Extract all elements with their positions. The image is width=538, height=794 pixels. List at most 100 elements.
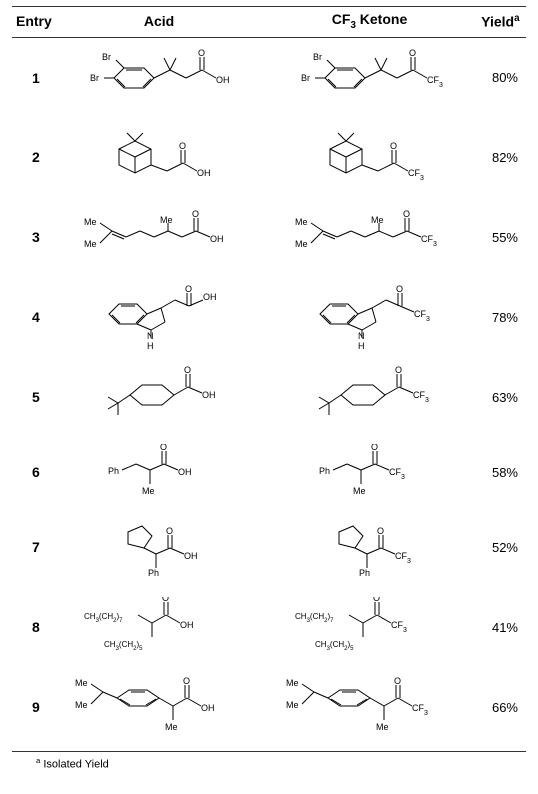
svg-text:O: O bbox=[162, 597, 169, 603]
svg-text:Br: Br bbox=[301, 73, 310, 83]
ketone-1: Br Br O CF3 bbox=[264, 37, 474, 117]
svg-text:OH: OH bbox=[201, 703, 215, 713]
acid-4: N H O OH bbox=[54, 277, 264, 357]
entry-7: 7 bbox=[12, 507, 54, 587]
svg-text:Me: Me bbox=[286, 700, 299, 710]
svg-text:CF3: CF3 bbox=[414, 309, 430, 323]
svg-text:O: O bbox=[394, 676, 401, 686]
entry-1: 1 bbox=[12, 37, 54, 117]
col-yield: Yielda bbox=[475, 7, 526, 38]
entry-3: 3 bbox=[12, 197, 54, 277]
svg-text:OH: OH bbox=[197, 168, 211, 178]
svg-text:O: O bbox=[371, 444, 378, 452]
svg-text:OH: OH bbox=[210, 234, 224, 244]
svg-text:Me: Me bbox=[84, 217, 97, 227]
svg-text:Me: Me bbox=[286, 678, 299, 688]
entry-9: 9 bbox=[12, 667, 54, 747]
svg-text:H: H bbox=[147, 341, 154, 351]
svg-text:H: H bbox=[358, 341, 365, 351]
svg-text:Br: Br bbox=[313, 52, 322, 62]
acid-8: CH3(CH2)7 CH3(CH2)5 O OH bbox=[54, 587, 264, 667]
svg-text:O: O bbox=[395, 365, 402, 375]
yield-4: 78% bbox=[475, 277, 526, 357]
svg-text:Me: Me bbox=[165, 722, 178, 732]
acid-1: Br Br O OH bbox=[54, 37, 264, 117]
yield-8: 41% bbox=[475, 587, 526, 667]
svg-text:OH: OH bbox=[180, 620, 194, 630]
svg-text:Me: Me bbox=[376, 722, 389, 732]
svg-text:CF3: CF3 bbox=[395, 551, 411, 565]
svg-text:CF3: CF3 bbox=[408, 168, 424, 182]
svg-text:O: O bbox=[192, 209, 199, 219]
svg-text:O: O bbox=[185, 284, 192, 294]
br-label: Br bbox=[90, 73, 99, 83]
entry-2: 2 bbox=[12, 117, 54, 197]
yield-2: 82% bbox=[475, 117, 526, 197]
acid-7: Ph O OH bbox=[54, 507, 264, 587]
svg-text:Me: Me bbox=[84, 239, 97, 249]
ketone-6: Ph Me O CF3 bbox=[264, 437, 474, 507]
col-yield-sup: a bbox=[514, 13, 519, 24]
svg-text:OH: OH bbox=[203, 292, 217, 302]
svg-text:O: O bbox=[166, 526, 173, 536]
entry-5: 5 bbox=[12, 357, 54, 437]
ketone-5: O CF3 bbox=[264, 357, 474, 437]
yield-9: 66% bbox=[475, 667, 526, 747]
footnote-text: Isolated Yield bbox=[40, 759, 109, 771]
svg-text:Me: Me bbox=[160, 215, 173, 225]
col-ketone-prefix: CF bbox=[332, 11, 351, 27]
footnote: a Isolated Yield bbox=[12, 751, 526, 771]
svg-text:N: N bbox=[147, 331, 154, 341]
svg-text:N: N bbox=[358, 331, 365, 341]
svg-text:CH3(CH2)7: CH3(CH2)7 bbox=[84, 612, 123, 624]
svg-text:CF3: CF3 bbox=[391, 620, 407, 634]
svg-text:O: O bbox=[390, 141, 397, 151]
svg-text:CH3(CH2)7: CH3(CH2)7 bbox=[295, 612, 334, 624]
svg-text:O: O bbox=[160, 444, 167, 452]
svg-text:Me: Me bbox=[295, 239, 308, 249]
acid-5: O OH bbox=[54, 357, 264, 437]
svg-text:OH: OH bbox=[184, 551, 198, 561]
svg-text:O: O bbox=[373, 597, 380, 603]
svg-text:O: O bbox=[179, 141, 186, 151]
svg-text:Me: Me bbox=[75, 700, 88, 710]
reaction-table: Entry Acid CF3 Ketone Yielda 1 bbox=[12, 6, 526, 747]
svg-text:Ph: Ph bbox=[359, 568, 370, 578]
svg-text:OH: OH bbox=[178, 467, 192, 477]
entry-8: 8 bbox=[12, 587, 54, 667]
br-label: Br bbox=[102, 52, 111, 62]
svg-text:Me: Me bbox=[75, 678, 88, 688]
col-yield-prefix: Yield bbox=[481, 13, 514, 29]
yield-6: 58% bbox=[475, 437, 526, 507]
ketone-4: N H O CF3 bbox=[264, 277, 474, 357]
svg-text:O: O bbox=[403, 209, 410, 219]
ketone-3: Me Me Me O CF3 bbox=[264, 197, 474, 277]
svg-text:O: O bbox=[183, 676, 190, 686]
acid-6: Ph Me O OH bbox=[54, 437, 264, 507]
acid-2: O OH bbox=[54, 117, 264, 197]
col-acid: Acid bbox=[54, 7, 264, 38]
svg-text:O: O bbox=[396, 284, 403, 294]
svg-text:Me: Me bbox=[353, 486, 366, 496]
svg-text:Ph: Ph bbox=[319, 466, 330, 476]
entry-6: 6 bbox=[12, 437, 54, 507]
svg-text:CF3: CF3 bbox=[421, 234, 437, 248]
col-ketone: CF3 Ketone bbox=[264, 7, 474, 38]
svg-text:O: O bbox=[377, 526, 384, 536]
yield-3: 55% bbox=[475, 197, 526, 277]
ketone-2: O CF3 bbox=[264, 117, 474, 197]
svg-text:CH3(CH2)5: CH3(CH2)5 bbox=[315, 640, 354, 652]
yield-7: 52% bbox=[475, 507, 526, 587]
oh-label: OH bbox=[216, 75, 230, 85]
o-label: O bbox=[198, 48, 205, 58]
ketone-7: Ph O CF3 bbox=[264, 507, 474, 587]
svg-text:Me: Me bbox=[142, 486, 155, 496]
svg-text:Me: Me bbox=[295, 217, 308, 227]
svg-text:CF3: CF3 bbox=[413, 390, 429, 404]
svg-text:OH: OH bbox=[202, 390, 216, 400]
yield-1: 80% bbox=[475, 37, 526, 117]
entry-4: 4 bbox=[12, 277, 54, 357]
ketone-9: Me Me Me O CF3 bbox=[264, 667, 474, 747]
svg-text:CF3: CF3 bbox=[412, 703, 428, 717]
svg-text:Ph: Ph bbox=[108, 466, 119, 476]
